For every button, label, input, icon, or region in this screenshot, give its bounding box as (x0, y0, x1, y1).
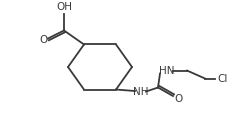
Text: NH: NH (133, 86, 149, 97)
Text: O: O (174, 93, 182, 104)
Text: O: O (40, 35, 48, 45)
Text: OH: OH (56, 3, 72, 12)
Text: HN: HN (159, 66, 175, 76)
Text: Cl: Cl (218, 74, 228, 84)
